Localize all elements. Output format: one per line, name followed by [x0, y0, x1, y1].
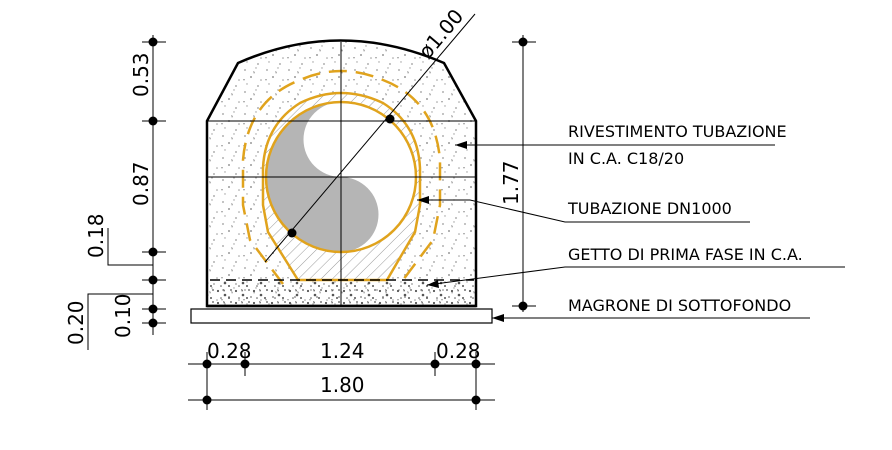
- right-dimension: [512, 35, 536, 312]
- dim-left-mid: 0.87: [129, 161, 153, 206]
- dim-left-base: 0.10: [111, 293, 135, 338]
- leader-lines: [417, 141, 845, 322]
- dim-left-top: 0.53: [129, 52, 153, 97]
- dim-bottom-right: 0.28: [436, 339, 481, 363]
- magrone-slab: [190, 308, 493, 324]
- label-rivestimento-1: RIVESTIMENTO TUBAZIONE: [568, 122, 787, 141]
- diameter-tick-1: [287, 228, 297, 238]
- label-getto: GETTO DI PRIMA FASE IN C.A.: [568, 245, 803, 264]
- label-tubazione: TUBAZIONE DN1000: [567, 199, 732, 218]
- dim-bottom-total: 1.80: [320, 373, 365, 397]
- diameter-tick-2: [385, 114, 395, 124]
- dim-left-small: 0.18: [84, 213, 108, 258]
- dim-bottom-left: 0.28: [207, 339, 252, 363]
- lining-outline: [261, 91, 422, 282]
- label-magrone: MAGRONE DI SOTTOFONDO: [568, 296, 791, 315]
- left-dimension-chain: [87, 35, 166, 350]
- casing-outline: [205, 39, 478, 308]
- dim-bottom-mid: 1.24: [320, 339, 365, 363]
- dim-right-total: 1.77: [499, 160, 523, 205]
- label-rivestimento-2: IN C.A. C18/20: [568, 149, 684, 168]
- bottom-dimension-chain: [188, 352, 495, 410]
- dim-left-outer: 0.20: [64, 300, 88, 345]
- diameter-line: [264, 13, 476, 263]
